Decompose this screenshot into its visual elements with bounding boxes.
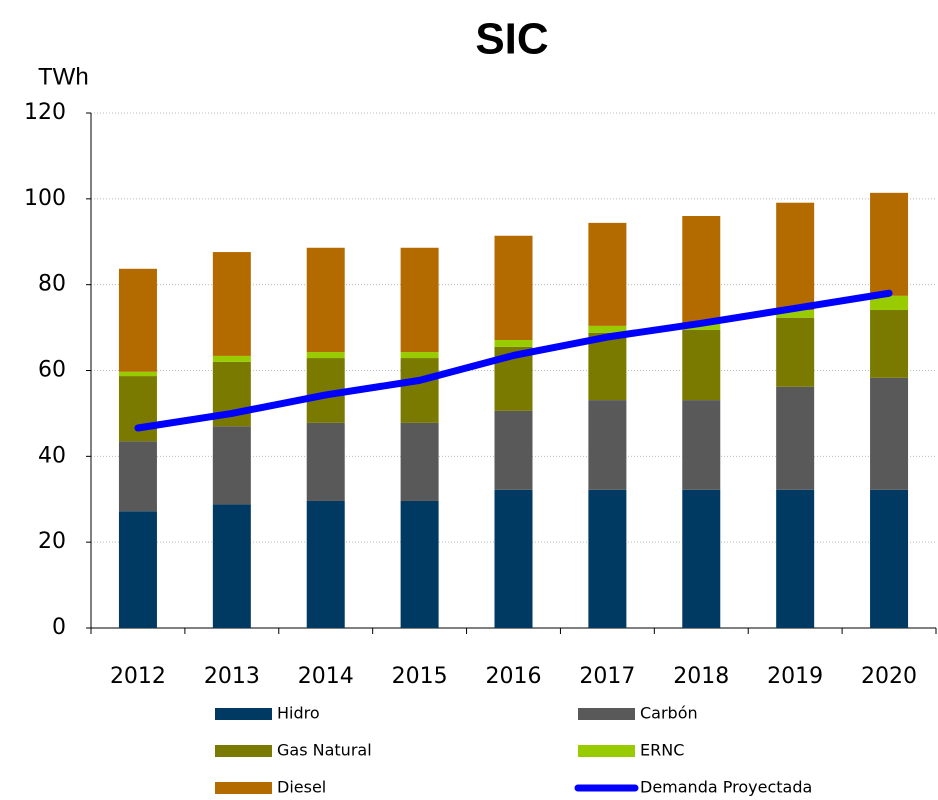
x-tick-label: 2016 [486,664,542,689]
y-tick-label: 60 [38,358,66,383]
y-tick-label: 0 [52,615,66,640]
bar-segment [212,504,251,628]
legend-label: Carbón [640,704,698,723]
legend-label: Diesel [277,778,326,797]
chart-title: SIC [475,15,548,64]
legend-label: Hidro [277,704,320,723]
bar-segment [494,235,533,341]
bar-segment [400,358,439,423]
bar-segment [588,222,627,326]
bar-segment [776,202,815,310]
bar-segment [494,410,533,490]
x-tick-label: 2018 [673,664,729,689]
y-tick-label: 80 [38,272,66,297]
legend-swatch [578,708,635,720]
bar-segment [400,500,439,628]
bar-segment [400,247,439,353]
legend-swatch [215,708,272,720]
bar-segment [776,386,815,490]
bar-segment [118,376,157,442]
x-tick-label: 2015 [392,664,448,689]
bar-segment [870,295,909,310]
bar-segment [682,489,721,628]
bar-segment [306,422,345,501]
line-series [134,289,893,432]
bar-segment [588,332,627,401]
bar-segment [870,377,909,490]
legend-label: Gas Natural [277,741,372,760]
legend-swatch [578,745,635,757]
bar-segment [870,309,909,378]
bar-segment [588,489,627,628]
bar-segment [118,371,157,377]
bar-segment [118,511,157,628]
x-tick-label: 2017 [579,664,635,689]
x-tick-label: 2014 [298,664,354,689]
legend-label: Demanda Proyectada [640,778,812,797]
bar-segment [400,422,439,501]
bar-segment [494,489,533,628]
bar-segment [588,325,627,333]
legend-swatch [215,782,272,794]
legend-label: ERNC [640,741,684,760]
legend-swatch [215,745,272,757]
y-tick-label: 100 [24,186,66,211]
bar-segment [682,329,721,401]
bar-segment [870,489,909,628]
bar-segment [306,500,345,628]
x-tick-label: 2012 [110,664,166,689]
bar-segment [212,252,251,356]
x-tick-label: 2020 [861,664,917,689]
bar-segment [306,352,345,359]
bar-segment [588,400,627,490]
y-axis-label: TWh [38,63,89,90]
y-tick-label: 120 [24,100,66,125]
bar-segment [306,247,345,353]
bar-segment [212,426,251,505]
x-tick-label: 2019 [767,664,823,689]
bar-segment [870,192,909,296]
bar-segment [776,317,815,387]
bar-segment [682,400,721,490]
x-tick-label: 2013 [204,664,260,689]
bar-segment [118,441,157,512]
bar-segment [118,268,157,372]
y-tick-label: 40 [38,443,66,468]
bar-segment [776,489,815,628]
bar-segment [682,216,721,323]
bar-segment [776,309,815,318]
bar-segment [494,340,533,347]
bar-segment [400,352,439,359]
bar-segment [212,355,251,362]
y-tick-label: 20 [38,529,66,554]
